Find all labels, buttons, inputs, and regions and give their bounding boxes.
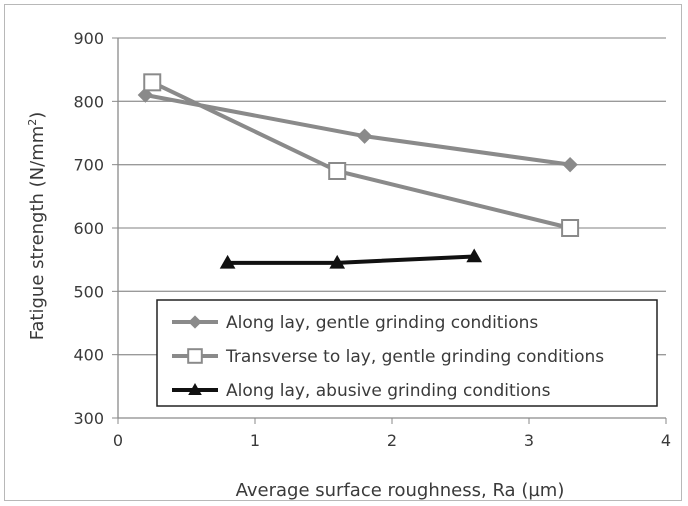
axes	[112, 37, 667, 424]
legend-swatch-marker-1	[188, 315, 202, 329]
y-axis-title: Fatigue strength (N/mm2)	[26, 112, 48, 341]
y-tick-label-700: 700	[73, 156, 104, 175]
legend-label-2: Transverse to lay, gentle grinding condi…	[225, 347, 604, 367]
series-2-point-2	[328, 162, 347, 180]
series-3-point-1	[219, 254, 236, 269]
legend-label-3: Along lay, abusive grinding conditions	[226, 381, 551, 401]
x-tick-label-2: 2	[387, 431, 397, 450]
series-1-point-2	[356, 128, 373, 144]
legend-swatch-marker-2	[187, 348, 203, 364]
y-tick-label-300: 300	[73, 409, 104, 428]
y-axis-title-main: Fatigue strength (N/mm	[27, 126, 48, 341]
y-tick-label-500: 500	[73, 282, 104, 301]
x-tick-label-3: 3	[524, 431, 534, 450]
legend-label-1: Along lay, gentle grinding conditions	[226, 313, 538, 333]
series-1-line	[145, 93, 571, 167]
x-tick-label-4: 4	[661, 431, 671, 450]
legend-swatch-marker-3	[188, 383, 202, 395]
y-axis-title-close: )	[27, 112, 48, 119]
y-tick-label-400: 400	[73, 346, 104, 365]
series-1-point-1	[137, 87, 154, 103]
series-3-line	[227, 254, 475, 265]
legend: Along lay, gentle grinding conditions Tra…	[156, 299, 658, 407]
x-axis-title: Average surface roughness, Ra (µm)	[236, 480, 565, 501]
x-tick-labels: 0 1 2 3 4	[113, 431, 671, 450]
series-3-point-3	[466, 248, 483, 263]
y-tick-labels: 300 400 500 600 700 800 900	[73, 29, 104, 428]
y-tick-label-900: 900	[73, 29, 104, 48]
series-3-point-2	[329, 254, 346, 269]
series-group	[137, 73, 580, 269]
y-tick-label-600: 600	[73, 219, 104, 238]
y-tick-label-800: 800	[73, 92, 104, 111]
series-1-point-3	[562, 156, 578, 173]
series-3	[219, 248, 483, 269]
series-2-point-1	[143, 73, 162, 92]
x-tick-label-1: 1	[250, 431, 260, 450]
x-tick-label-0: 0	[113, 431, 123, 450]
series-2-point-3	[561, 219, 580, 237]
series-2	[143, 73, 580, 237]
y-axis-title-superscript: 2	[26, 119, 39, 126]
series-1	[137, 87, 578, 173]
legend-box	[156, 299, 658, 407]
